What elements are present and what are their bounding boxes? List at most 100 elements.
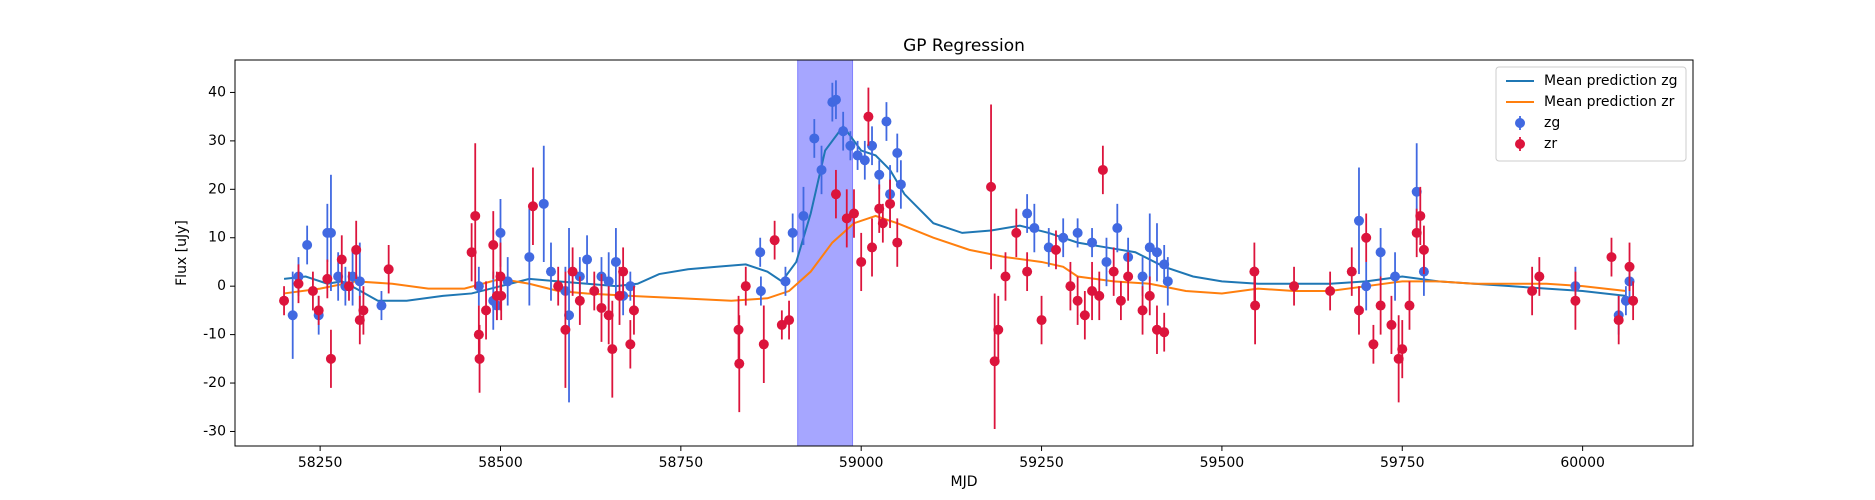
data-point [1123, 271, 1134, 282]
data-point [1613, 315, 1624, 326]
data-point [1250, 300, 1261, 311]
data-point [567, 266, 578, 277]
data-point [603, 276, 614, 287]
legend-swatch [1515, 139, 1525, 149]
data-point [625, 339, 636, 350]
data-point [538, 198, 549, 209]
data-point [618, 266, 629, 277]
data-point [1620, 295, 1631, 306]
data-point [1534, 271, 1545, 282]
data-point [307, 286, 318, 297]
data-point [1058, 232, 1069, 243]
data-point [1415, 210, 1426, 221]
data-point [466, 247, 477, 258]
data-point [989, 356, 1000, 367]
data-point [287, 310, 298, 321]
legend-label: Mean prediction zr [1544, 94, 1675, 110]
data-point [755, 286, 766, 297]
data-point [740, 281, 751, 292]
data-point [1390, 271, 1401, 282]
data-point [848, 208, 859, 219]
data-point [524, 252, 535, 263]
data-point [1072, 227, 1083, 238]
data-point [830, 189, 841, 200]
data-point [279, 295, 290, 306]
data-point [1087, 286, 1098, 297]
legend-box [1495, 66, 1687, 162]
plot-frame [234, 59, 1694, 447]
legend-label: zg [1544, 115, 1560, 131]
data-point [892, 237, 903, 248]
mean-line [283, 214, 1627, 302]
data-point [527, 201, 538, 212]
data-point [502, 276, 513, 287]
data-point [1418, 244, 1429, 255]
data-point [993, 324, 1004, 335]
data-point [1162, 276, 1173, 287]
data-point [628, 305, 639, 316]
y-axis-label: Flux [uJy] [174, 220, 190, 286]
data-point [776, 319, 787, 330]
y-tick-label: -10 [203, 327, 226, 343]
data-point [596, 302, 607, 313]
data-point [874, 169, 885, 180]
x-tick-label: 59750 [1380, 455, 1425, 471]
data-point [351, 244, 362, 255]
data-point [1353, 305, 1364, 316]
data-point [1361, 281, 1372, 292]
data-point [816, 164, 827, 175]
data-point [1011, 227, 1022, 238]
data-point [1289, 281, 1300, 292]
data-point [325, 227, 336, 238]
data-point [333, 271, 344, 282]
data-point [1097, 164, 1108, 175]
data-point [1115, 295, 1126, 306]
data-point [1137, 271, 1148, 282]
data-point [1065, 281, 1076, 292]
data-point [830, 94, 841, 105]
data-point [358, 305, 369, 316]
data-point [892, 147, 903, 158]
data-point [859, 155, 870, 166]
data-point [336, 254, 347, 265]
data-point [874, 203, 885, 214]
y-tick-label: -20 [203, 375, 226, 391]
data-point [1029, 223, 1040, 234]
data-point [607, 344, 618, 355]
legend-label: zr [1544, 136, 1557, 152]
data-point [863, 111, 874, 122]
data-point [1411, 186, 1422, 197]
data-point [553, 281, 564, 292]
data-point [496, 290, 507, 301]
data-point [1101, 256, 1112, 267]
data-point [545, 266, 556, 277]
data-point [1404, 300, 1415, 311]
data-point [784, 315, 795, 326]
data-point [325, 353, 336, 364]
data-point [1072, 295, 1083, 306]
data-point [1144, 290, 1155, 301]
x-axis-label: MJD [951, 474, 978, 490]
data-point [1570, 295, 1581, 306]
data-point [1411, 227, 1422, 238]
data-point [881, 116, 892, 127]
data-point [1000, 271, 1011, 282]
data-point [322, 273, 333, 284]
data-point [603, 310, 614, 321]
data-point [473, 281, 484, 292]
data-point [734, 358, 745, 369]
x-tick-label: 58750 [659, 455, 704, 471]
x-tick-label: 59000 [839, 455, 884, 471]
data-point [383, 264, 394, 275]
data-point [780, 276, 791, 287]
data-point [354, 276, 365, 287]
data-point [1386, 319, 1397, 330]
legend-label: Mean prediction zg [1544, 73, 1678, 89]
x-tick-label: 59500 [1200, 455, 1245, 471]
data-point [787, 227, 798, 238]
data-point [1094, 290, 1105, 301]
data-point [1606, 252, 1617, 263]
data-point [1108, 266, 1119, 277]
y-tick-label: 0 [217, 278, 226, 294]
plot-area [279, 80, 1639, 430]
